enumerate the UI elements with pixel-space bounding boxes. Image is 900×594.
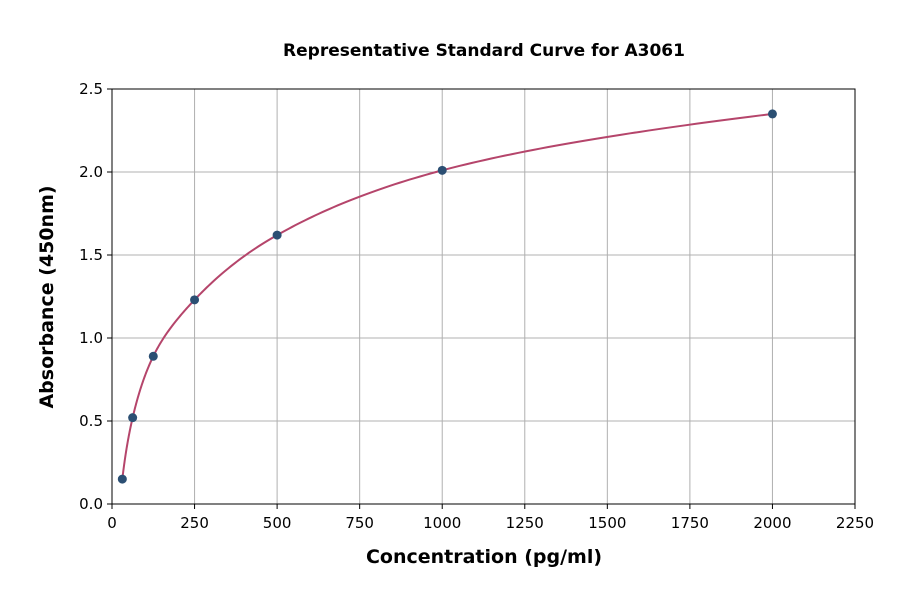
- y-axis-label: Absorbance (450nm): [36, 185, 58, 408]
- y-tick-label: 1.5: [79, 246, 103, 264]
- y-tick-label: 0.5: [79, 412, 103, 430]
- x-tick-label: 1000: [423, 514, 461, 532]
- x-tick-label: 2000: [753, 514, 791, 532]
- data-point: [767, 109, 777, 119]
- y-tick-label: 2.0: [79, 163, 103, 181]
- y-tick-label: 1.0: [79, 329, 103, 347]
- data-point: [148, 351, 158, 361]
- grid: [111, 88, 856, 505]
- data-points: [117, 109, 777, 484]
- x-tick-label: 500: [263, 514, 292, 532]
- data-point: [272, 230, 282, 240]
- x-tick-label: 1750: [671, 514, 709, 532]
- x-tick-label: 2250: [836, 514, 874, 532]
- x-tick-label: 250: [180, 514, 209, 532]
- data-point: [117, 474, 127, 484]
- y-tick-label: 0.0: [79, 495, 103, 513]
- x-tick-label: 750: [345, 514, 374, 532]
- data-point: [128, 413, 138, 423]
- data-point: [437, 165, 447, 175]
- plot-frame: [111, 88, 856, 505]
- y-axis-ticks: 0.0 0.5 1.0 1.5 2.0 2.5: [79, 80, 112, 513]
- x-tick-label: 1250: [506, 514, 544, 532]
- fit-curve: [121, 112, 773, 480]
- fit-curve-layer: [121, 112, 773, 480]
- data-point: [190, 295, 200, 305]
- chart-title: Representative Standard Curve for A3061: [283, 41, 685, 61]
- y-tick-label: 2.5: [79, 80, 103, 98]
- x-axis-label: Concentration (pg/ml): [366, 546, 602, 568]
- x-axis-ticks: 0 250 500 750 1000 1250 1500 1750 2000 2250: [107, 504, 874, 532]
- x-tick-label: 1500: [588, 514, 626, 532]
- x-tick-label: 0: [107, 514, 117, 532]
